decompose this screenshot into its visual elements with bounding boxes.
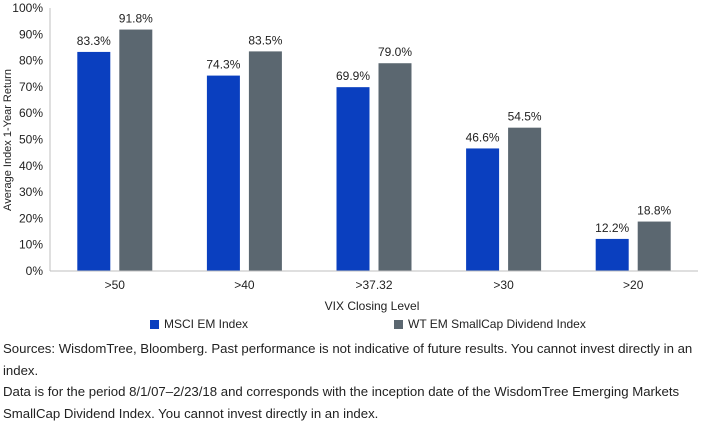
bar-wt (248, 51, 282, 271)
legend-swatch-msci (150, 319, 159, 329)
bar-wt (508, 127, 542, 271)
y-tick-label: 30% (19, 185, 43, 199)
data-label: 69.9% (336, 69, 370, 83)
legend-swatch-wt (394, 319, 403, 329)
data-label: 74.3% (206, 58, 240, 72)
legend-label-wt: WT EM SmallCap Dividend Index (408, 317, 586, 331)
source-line: Sources: WisdomTree, Bloomberg. Past per… (3, 341, 693, 378)
data-label: 18.8% (637, 204, 671, 218)
x-tick-label: >50 (105, 278, 126, 292)
y-tick-label: 50% (19, 133, 43, 147)
legend-item-msci: MSCI EM Index (150, 317, 248, 331)
legend-item-wt: WT EM SmallCap Dividend Index (394, 317, 586, 331)
data-label: 83.5% (248, 33, 282, 47)
y-tick-label: 40% (19, 159, 43, 173)
data-label: 12.2% (595, 221, 629, 235)
bar-msci (77, 51, 111, 271)
data-label: 46.6% (466, 130, 500, 144)
y-tick-label: 90% (19, 27, 43, 41)
y-tick-label: 80% (19, 54, 43, 68)
data-label: 91.8% (119, 12, 153, 26)
bars: 83.3% 91.8% 74.3% 83.5% 69.9% 79.0% 46.6% 54.5%… (77, 12, 672, 272)
x-tick-label: >40 (234, 278, 255, 292)
data-period-note: Data is for the period 8/1/07–2/23/18 an… (3, 384, 680, 421)
bar-wt (637, 221, 671, 271)
bar-msci (336, 87, 370, 272)
source-note: Sources: WisdomTree, Bloomberg. Past per… (3, 338, 715, 424)
y-tick-label: 100% (12, 1, 43, 15)
bar-chart: 0% 10% 20% 30% 40% 50% 60% 70% 80% 90% 100% 83.3% 9… (2, 1, 698, 313)
data-label: 83.3% (77, 34, 111, 48)
y-tick-label: 20% (19, 211, 43, 225)
bar-msci (595, 238, 629, 271)
y-tick-label: 10% (19, 238, 43, 252)
x-tick-label: >37.32 (355, 278, 392, 292)
x-axis-label: VIX Closing Level (325, 299, 420, 313)
y-tick-label: 60% (19, 106, 43, 120)
data-label: 79.0% (378, 45, 412, 59)
x-tick-label: >20 (623, 278, 644, 292)
y-tick-label: 70% (19, 80, 43, 94)
x-tick-label: >30 (493, 278, 514, 292)
y-tick-label: 0% (26, 264, 44, 278)
bar-msci (466, 148, 500, 271)
bar-msci (206, 75, 240, 271)
bar-wt (378, 63, 412, 272)
y-axis: 0% 10% 20% 30% 40% 50% 60% 70% 80% 90% 100% (12, 1, 51, 278)
x-axis: >50 >40 >37.32 >30 >20 (50, 270, 698, 292)
legend-label-msci: MSCI EM Index (164, 317, 249, 331)
y-axis-label: Average Index 1-Year Return (2, 69, 14, 211)
data-label: 54.5% (508, 110, 542, 124)
bar-wt (119, 29, 153, 272)
legend: MSCI EM Index WT EM SmallCap Dividend In… (0, 317, 716, 335)
